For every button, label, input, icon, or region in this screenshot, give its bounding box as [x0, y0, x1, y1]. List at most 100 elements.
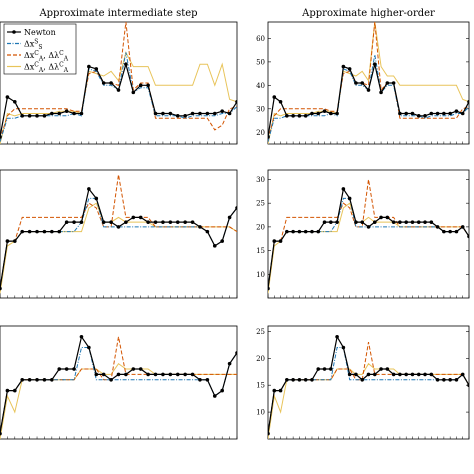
- data-point: [161, 372, 165, 377]
- y-tick-label: 25: [256, 328, 265, 336]
- data-point: [322, 367, 327, 371]
- data-point: [146, 220, 150, 224]
- y-tick-label: 40: [256, 82, 265, 90]
- data-point: [448, 229, 452, 234]
- data-point: [212, 244, 217, 248]
- data-point: [183, 372, 187, 377]
- data-point: [101, 220, 106, 224]
- data-point: [205, 229, 210, 234]
- data-point: [285, 229, 289, 234]
- panel-2: Approximate higher-order 20 30 40 50 60: [256, 8, 470, 145]
- data-point: [116, 88, 121, 92]
- y-tick-label: 60: [256, 35, 265, 43]
- panel-4: 10 15 20 25 30: [256, 169, 470, 299]
- series-line: [268, 54, 469, 142]
- data-point: [297, 378, 302, 382]
- data-point: [57, 229, 62, 234]
- data-point: [220, 239, 224, 243]
- data-point: [220, 109, 224, 113]
- data-point: [124, 220, 128, 224]
- y-tick-label: 30: [256, 176, 265, 184]
- data-point: [116, 372, 121, 377]
- data-point: [124, 372, 128, 377]
- data-point: [467, 234, 469, 239]
- data-point: [220, 388, 224, 393]
- data-point: [268, 286, 270, 291]
- data-point: [379, 367, 383, 371]
- data-point: [310, 111, 314, 116]
- series-line: [0, 51, 237, 144]
- data-point: [20, 378, 25, 382]
- data-point: [341, 345, 346, 350]
- data-point: [454, 378, 459, 382]
- data-point: [429, 372, 434, 377]
- data-point: [291, 229, 295, 234]
- data-point: [303, 378, 308, 382]
- data-point: [372, 220, 377, 224]
- data-point: [0, 431, 2, 436]
- data-point: [360, 378, 365, 382]
- data-point: [272, 95, 277, 99]
- data-point: [460, 111, 465, 116]
- data-point: [316, 367, 321, 371]
- data-point: [64, 367, 69, 371]
- panel-title: Approximate intermediate step: [38, 8, 197, 19]
- data-point: [5, 95, 10, 99]
- data-point: [429, 220, 434, 224]
- data-point: [153, 372, 158, 377]
- data-point: [303, 114, 308, 118]
- data-point: [212, 111, 217, 116]
- data-point: [448, 378, 452, 382]
- data-point: [146, 83, 150, 88]
- data-point: [347, 196, 352, 201]
- series-line: [268, 22, 469, 140]
- data-point: [391, 220, 396, 224]
- data-point: [385, 215, 390, 220]
- data-point: [385, 367, 390, 371]
- data-point: [366, 372, 371, 377]
- data-point: [297, 114, 302, 118]
- data-point: [175, 372, 180, 377]
- data-point: [50, 378, 54, 382]
- series-group: [268, 22, 469, 144]
- data-point: [329, 220, 333, 224]
- data-point: [109, 378, 113, 382]
- data-point: [297, 229, 302, 234]
- data-point: [87, 187, 91, 191]
- y-tick-label: 25: [256, 200, 265, 208]
- data-point: [354, 220, 358, 224]
- series-line: [0, 347, 237, 434]
- series-line: [268, 342, 469, 434]
- data-point: [310, 378, 314, 382]
- data-point: [138, 83, 143, 88]
- data-point: [153, 111, 158, 116]
- data-point: [50, 229, 54, 234]
- data-point: [454, 109, 459, 113]
- data-point: [360, 220, 365, 224]
- data-point: [329, 111, 333, 116]
- data-point: [354, 372, 358, 377]
- data-point: [131, 90, 136, 95]
- legend-label: ΔxCA, ΔλCA: [24, 62, 69, 75]
- data-point: [57, 367, 62, 371]
- y-tick-label: 20: [256, 355, 265, 363]
- data-point: [460, 372, 465, 377]
- data-point: [183, 220, 187, 224]
- data-point: [372, 62, 377, 67]
- series-line: [0, 202, 237, 294]
- y-tick-label: 50: [256, 58, 265, 66]
- data-point: [385, 81, 390, 85]
- data-point: [212, 394, 217, 398]
- data-point: [285, 378, 289, 382]
- data-point: [175, 114, 180, 118]
- data-point: [161, 220, 165, 224]
- data-point: [448, 111, 452, 116]
- data-point: [64, 220, 69, 224]
- series-line: [268, 64, 469, 138]
- y-tick-label: 15: [256, 382, 265, 390]
- data-point: [366, 225, 371, 229]
- y-tick-label: 30: [256, 105, 265, 113]
- series-line: [268, 202, 469, 294]
- legend-marker: [12, 30, 16, 34]
